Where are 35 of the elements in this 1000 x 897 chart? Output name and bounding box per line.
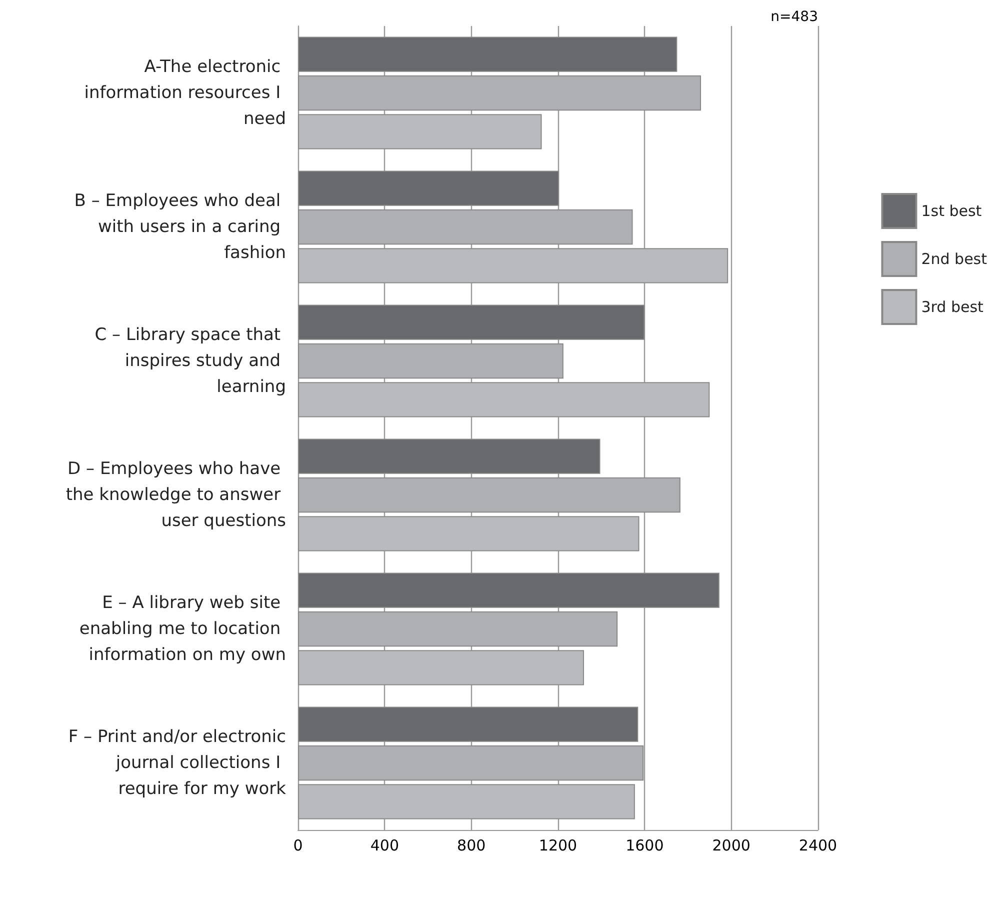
x-tick-label: 400 (370, 836, 399, 854)
bar (298, 248, 728, 284)
bar (298, 304, 645, 340)
x-tick-label: 2400 (798, 836, 838, 854)
bar (298, 438, 600, 474)
bar (298, 170, 560, 206)
bar (298, 209, 633, 245)
bar (298, 516, 640, 552)
bar (298, 75, 701, 111)
bar (298, 114, 542, 150)
bar (298, 343, 564, 379)
bar (298, 382, 710, 418)
y-tick-label: C – Library space that inspires study and learning (94, 325, 286, 397)
x-tick-label: 2000 (712, 836, 750, 854)
y-tick-label: D – Employees who have the knowledge to answer user questions (66, 459, 286, 531)
x-tick-label: 800 (457, 836, 486, 854)
bar (298, 572, 720, 608)
bar (298, 745, 644, 781)
text: n=483 (770, 9, 818, 25)
bar (298, 36, 678, 72)
y-tick-label: E – A library web site enabling me to location information on my own (79, 593, 286, 665)
bar (298, 784, 635, 820)
bar (298, 650, 584, 686)
bar (298, 706, 638, 742)
y-tick-label: A-The electronic information resources I need (84, 57, 286, 129)
legend-label: 2nd best (921, 250, 988, 268)
y-tick-label: B – Employees who deal with users in a caring fashion (74, 191, 286, 263)
x-tick-label: 1200 (538, 836, 578, 854)
bar (298, 611, 618, 647)
bar (298, 477, 680, 513)
legend-label: 3rd best (921, 298, 984, 316)
x-tick-label: 0 (293, 836, 303, 854)
x-tick-label: 1600 (626, 836, 664, 854)
y-tick-label: F – Print and/or electronic journal collections I require for my work (68, 727, 286, 799)
legend-label: 1st best (921, 202, 982, 220)
